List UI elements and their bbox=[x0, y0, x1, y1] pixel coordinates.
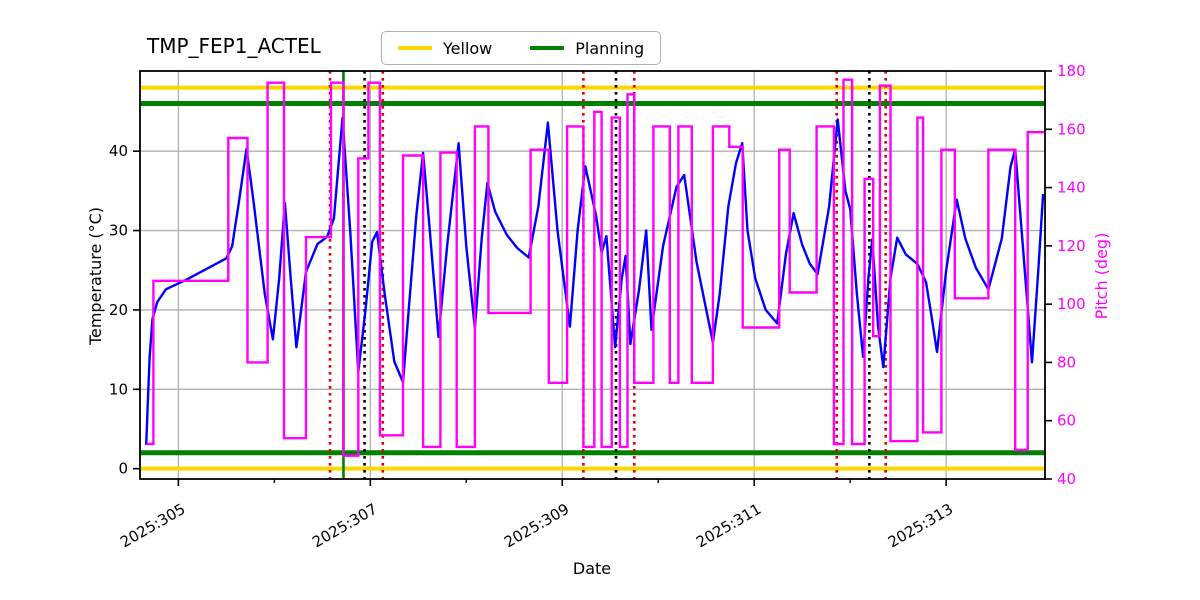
x-tick-label: 2025:309 bbox=[501, 500, 572, 552]
x-axis-label: Date bbox=[572, 559, 612, 578]
pitch-series bbox=[146, 78, 1045, 457]
pitch-series-group bbox=[146, 78, 1045, 457]
y-right-tick-label: 140 bbox=[1057, 179, 1086, 197]
x-tick-label: 2025:305 bbox=[117, 500, 188, 552]
legend-item-yellow: Yellow bbox=[398, 39, 492, 58]
y-right-tick-label: 120 bbox=[1057, 237, 1086, 255]
x-tick-label: 2025:307 bbox=[309, 500, 380, 552]
y-left-tick-label: 30 bbox=[109, 222, 128, 240]
y-right-tick-label: 40 bbox=[1057, 470, 1076, 488]
planning-line-swatch bbox=[530, 46, 565, 50]
y-right-tick-label: 60 bbox=[1057, 412, 1076, 430]
y-right-tick-label: 180 bbox=[1057, 62, 1086, 80]
y-right-tick-label: 160 bbox=[1057, 120, 1086, 138]
y-left-tick-label: 0 bbox=[118, 460, 128, 478]
limit-lines bbox=[140, 85, 1045, 471]
ticks-and-labels: 2025:305 2025:307 2025:309 2025:311 2025:313… bbox=[109, 62, 1086, 551]
y-left-tick-label: 40 bbox=[109, 142, 128, 160]
spines bbox=[139, 70, 1046, 480]
legend: Yellow Planning bbox=[381, 31, 662, 65]
axes-spines bbox=[139, 70, 1046, 480]
legend-label-yellow: Yellow bbox=[443, 38, 493, 58]
y-left-tick-label: 20 bbox=[109, 301, 128, 319]
y-axis-label-right: Pitch (deg) bbox=[1092, 232, 1111, 320]
legend-label-planning: Planning bbox=[575, 38, 645, 58]
legend-item-planning: Planning bbox=[530, 39, 644, 58]
yellow-line-swatch bbox=[398, 46, 432, 50]
y-axis-label-left: Temperature (°C) bbox=[86, 206, 105, 346]
grid bbox=[140, 71, 1045, 479]
chart-title: TMP_FEP1_ACTEL bbox=[147, 34, 321, 58]
event-lines bbox=[328, 71, 887, 479]
y-left-tick-label: 10 bbox=[109, 380, 128, 398]
x-tick-label: 2025:313 bbox=[885, 500, 956, 552]
y-right-tick-label: 100 bbox=[1057, 295, 1086, 313]
x-tick-label: 2025:311 bbox=[693, 500, 764, 552]
y-right-tick-label: 80 bbox=[1057, 353, 1076, 371]
